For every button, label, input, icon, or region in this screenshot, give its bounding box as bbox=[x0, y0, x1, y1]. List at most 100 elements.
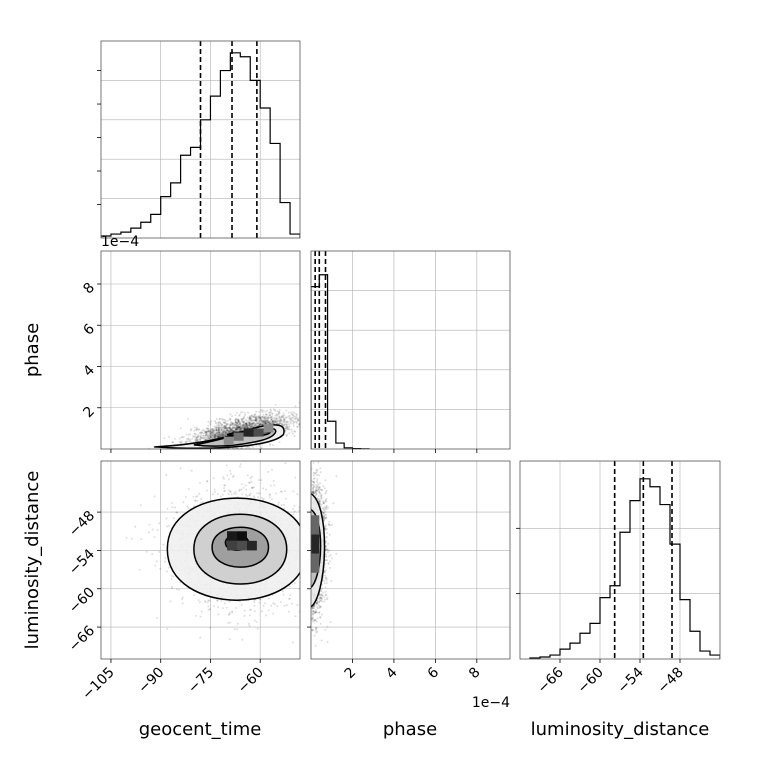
scatter-point bbox=[275, 417, 278, 420]
scatter-point bbox=[204, 438, 207, 441]
scatter-point bbox=[243, 415, 246, 418]
scatter-point bbox=[268, 420, 271, 422]
scatter-point bbox=[229, 418, 232, 420]
scatter-point bbox=[235, 426, 238, 429]
y-tick-label: 4 bbox=[80, 362, 98, 380]
scatter-point bbox=[270, 415, 273, 418]
scatter-point bbox=[165, 517, 168, 520]
scatter-point bbox=[296, 604, 299, 607]
scatter-point bbox=[251, 419, 254, 422]
scatter-point bbox=[243, 426, 246, 429]
scatter-point bbox=[273, 419, 276, 422]
scatter-point bbox=[304, 420, 306, 422]
scatter-point bbox=[215, 429, 218, 432]
scatter-point bbox=[262, 409, 265, 412]
scatter-point bbox=[215, 422, 218, 425]
scatter-point bbox=[248, 494, 251, 497]
scatter-point bbox=[280, 422, 283, 425]
scatter-point bbox=[219, 434, 222, 437]
scatter-point bbox=[216, 435, 219, 438]
scatter-point bbox=[158, 522, 161, 525]
scatter-point bbox=[280, 490, 283, 493]
scatter-point bbox=[304, 424, 306, 426]
scatter-point bbox=[237, 427, 240, 430]
scatter-point bbox=[233, 423, 236, 426]
scatter-point bbox=[248, 424, 251, 427]
scatter-point bbox=[303, 541, 305, 543]
scatter-point bbox=[239, 428, 241, 431]
scatter-point bbox=[213, 437, 216, 440]
scatter-point bbox=[241, 429, 244, 432]
scatter-point bbox=[215, 430, 218, 433]
scatter-point bbox=[262, 604, 265, 607]
scatter-point bbox=[272, 420, 274, 422]
scatter-point bbox=[217, 421, 220, 424]
scatter-point bbox=[250, 420, 253, 422]
scatter-point bbox=[277, 420, 280, 423]
scatter-point bbox=[199, 436, 202, 439]
scatter-point bbox=[184, 441, 187, 443]
scatter-point bbox=[264, 422, 267, 425]
scatter-point bbox=[284, 462, 287, 465]
scatter-point bbox=[286, 420, 289, 423]
scatter-point bbox=[231, 425, 234, 428]
scatter-point bbox=[273, 603, 276, 606]
scatter-point bbox=[221, 419, 224, 421]
scatter-point bbox=[196, 426, 198, 429]
scatter-point bbox=[291, 602, 294, 605]
scatter-point bbox=[264, 417, 267, 420]
scatter-point bbox=[269, 416, 272, 419]
scatter-point bbox=[244, 484, 247, 487]
scatter-point bbox=[261, 421, 264, 424]
scatter-point bbox=[244, 422, 247, 425]
scatter-point bbox=[243, 425, 246, 428]
scatter-point bbox=[237, 426, 240, 429]
scatter-point bbox=[259, 598, 262, 601]
scatter-point bbox=[236, 428, 239, 431]
scatter-point bbox=[236, 429, 239, 432]
scatter-point bbox=[258, 417, 261, 420]
scatter-point bbox=[267, 422, 270, 425]
scatter-point bbox=[208, 608, 211, 611]
scatter-point bbox=[226, 431, 229, 434]
scatter-point bbox=[205, 434, 207, 437]
scatter-point bbox=[229, 423, 232, 426]
scatter-point bbox=[253, 416, 256, 419]
scatter-point bbox=[254, 425, 257, 428]
scatter-point bbox=[235, 427, 237, 430]
scatter-point bbox=[295, 421, 298, 424]
scatter-point bbox=[229, 427, 232, 430]
scatter-point bbox=[245, 423, 248, 425]
scatter-point bbox=[194, 614, 197, 617]
scatter-point bbox=[220, 429, 223, 432]
scatter-point bbox=[245, 422, 248, 425]
scatter-point bbox=[181, 602, 184, 605]
scatter-point bbox=[239, 429, 242, 431]
scatter-point bbox=[217, 435, 220, 438]
scatter-point bbox=[235, 421, 238, 424]
scatter-point bbox=[203, 437, 206, 439]
scatter-point bbox=[207, 430, 210, 432]
scatter-point bbox=[199, 481, 201, 484]
scatter-point bbox=[237, 622, 239, 625]
scatter-point bbox=[252, 425, 255, 428]
scatter-point bbox=[285, 427, 287, 430]
scatter-point bbox=[198, 428, 201, 431]
scatter-point bbox=[242, 426, 245, 429]
scatter-point bbox=[237, 418, 240, 421]
scatter-point bbox=[262, 422, 265, 424]
scatter-point bbox=[267, 416, 270, 419]
scatter-point bbox=[210, 428, 213, 431]
scatter-point bbox=[306, 548, 308, 550]
scatter-point bbox=[307, 412, 309, 414]
scatter-point bbox=[236, 424, 239, 427]
scatter-point bbox=[275, 419, 278, 422]
scatter-point bbox=[285, 425, 288, 428]
scatter-point bbox=[236, 422, 239, 425]
scatter-point bbox=[242, 421, 245, 424]
scatter-point bbox=[250, 414, 253, 417]
scatter-point bbox=[291, 416, 294, 419]
scatter-point bbox=[295, 420, 298, 423]
scatter-point bbox=[225, 429, 228, 432]
scatter-point bbox=[263, 421, 266, 424]
